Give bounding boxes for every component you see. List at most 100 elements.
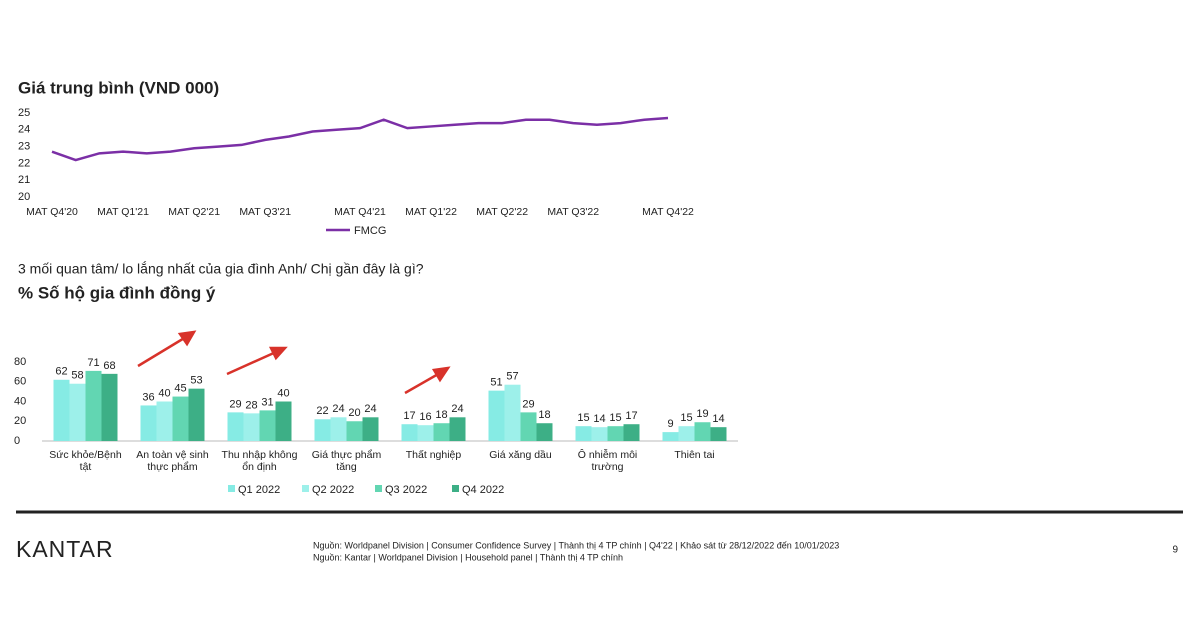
data-label: 14 [712, 413, 724, 425]
data-label: 17 [625, 410, 637, 422]
x-tick-label: MAT Q1'21 [97, 206, 149, 218]
data-label: 19 [696, 408, 708, 420]
y-tick-label: 0 [14, 435, 20, 447]
line [51, 116, 669, 162]
data-label: 18 [538, 409, 550, 421]
x-tick-label: Giá xăng dầu [489, 449, 552, 461]
x-tick-label: Giá thực phẩm tăng [311, 449, 382, 473]
data-label: 15 [680, 412, 692, 424]
data-label: 51 [490, 377, 502, 389]
data-label: 15 [609, 412, 621, 424]
data-label: 29 [522, 398, 534, 410]
x-tick-label: Ô nhiễm môi trường [577, 449, 638, 473]
bar [53, 379, 70, 441]
bar [591, 427, 608, 441]
bar [401, 424, 418, 441]
y-tick-label: 21 [18, 174, 30, 186]
legend-swatch [375, 485, 382, 492]
data-label: 18 [435, 409, 447, 421]
data-label: 24 [332, 403, 344, 415]
bar [275, 401, 292, 441]
source: Nguồn: Worldpanel Division | Consumer Co… [313, 540, 839, 550]
x-tick-label: MAT Q4'20 [26, 206, 78, 218]
bar [156, 401, 173, 441]
bar [69, 383, 86, 441]
data-label: 36 [142, 391, 154, 403]
bar [488, 390, 505, 441]
x-tick-label: MAT Q2'22 [476, 206, 528, 218]
data-label: 31 [261, 396, 273, 408]
bar [694, 422, 711, 441]
data-label: 28 [245, 399, 257, 411]
bar [433, 423, 450, 441]
data-label: 24 [451, 403, 463, 415]
y-tick-label: 20 [18, 191, 30, 203]
bar [140, 405, 157, 441]
legend-swatch [452, 485, 459, 492]
x-tick-label: Sức khỏe/Bệnh tật [49, 449, 122, 473]
data-label: 29 [229, 398, 241, 410]
data-label: 58 [71, 370, 83, 382]
bar [346, 421, 363, 441]
bar [85, 370, 102, 441]
bar [710, 427, 727, 441]
data-label: 22 [316, 405, 328, 417]
data-label: 40 [277, 387, 289, 399]
bar [227, 412, 244, 441]
x-tick-label: An toàn vệ sinh thực phẩm [136, 449, 209, 473]
x-tick-label: MAT Q1'22 [405, 206, 457, 218]
data-label: 68 [103, 360, 115, 372]
data-label: 71 [87, 357, 99, 369]
data-label: 20 [348, 407, 360, 419]
bar [362, 417, 379, 441]
bar [536, 423, 553, 441]
bar [314, 419, 331, 441]
bar [678, 426, 695, 441]
y-tick-label: 23 [18, 141, 30, 153]
x-tick-label: MAT Q3'21 [239, 206, 291, 218]
legend-label: Q2 2022 [312, 484, 354, 496]
x-tick-label: MAT Q4'22 [642, 206, 694, 218]
bar [520, 412, 537, 441]
data-label: 16 [419, 411, 431, 423]
data-label: 9 [667, 418, 673, 430]
bar-title: % Số hộ gia đình đồng ý [18, 283, 216, 302]
x-tick-label: Thất nghiệp [405, 449, 462, 461]
bar [330, 417, 347, 441]
data-label: 24 [364, 403, 376, 415]
bar [623, 424, 640, 441]
data-label: 62 [55, 366, 67, 378]
legend-label: Q4 2022 [462, 484, 504, 496]
bar-subtitle: 3 mối quan tâm/ lo lắng nhất của gia đìn… [18, 261, 424, 277]
trend-arrows [137, 330, 451, 395]
y-tick-label: 60 [14, 376, 26, 388]
bar [662, 432, 679, 441]
bar [101, 373, 118, 441]
y-tick-label: 20 [14, 415, 26, 427]
y-tick-label: 25 [18, 107, 30, 119]
y-tick-label: 24 [18, 124, 30, 136]
bar [575, 426, 592, 441]
legend-label: FMCG [354, 225, 386, 237]
y-tick-label: 22 [18, 157, 30, 169]
bar [188, 388, 205, 441]
data-label: 53 [190, 375, 202, 387]
source: Nguồn: Kantar | Worldpanel Division | Ho… [313, 552, 623, 562]
legend-label: Q3 2022 [385, 484, 427, 496]
data-label: 17 [403, 410, 415, 422]
legend-swatch [228, 485, 235, 492]
line-title: Giá trung bình (VND 000) [18, 78, 219, 97]
data-label: 45 [174, 382, 186, 394]
x-tick-label: MAT Q2'21 [168, 206, 220, 218]
x-tick-label: MAT Q3'22 [547, 206, 599, 218]
legend-label: Q1 2022 [238, 484, 280, 496]
bar [504, 384, 521, 441]
x-tick-label: Thu nhập không ổn định [221, 449, 298, 473]
bar [243, 413, 260, 441]
bar [449, 417, 466, 441]
bar [259, 410, 276, 441]
y-tick-label: 80 [14, 356, 26, 368]
logo: KANTAR [16, 536, 114, 562]
